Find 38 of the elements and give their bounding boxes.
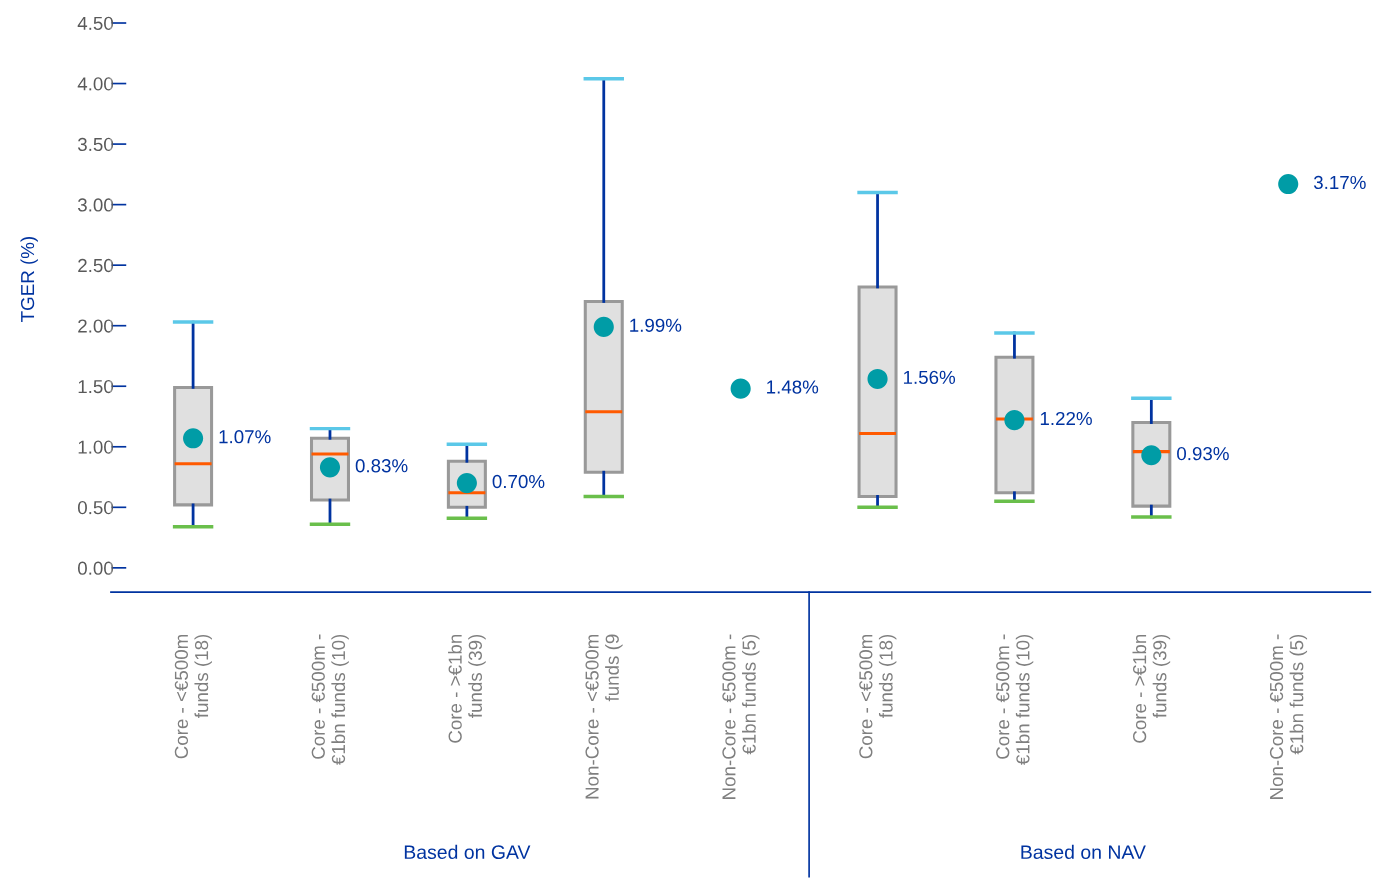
x-tick-label: Core - >€1bn funds (39)	[1132, 634, 1171, 743]
data-label: 1.48%	[767, 380, 819, 394]
y-tick-label: 1.00	[78, 440, 114, 454]
x-tick-label: Core - <€500m funds (18)	[174, 634, 212, 759]
x-tick-label: Core - €500m - €1bn funds (10)	[311, 634, 349, 765]
data-label: 1.07%	[219, 430, 271, 444]
x-tick-label: Core - >€1bn funds (39)	[448, 634, 486, 743]
y-tick-label: 4.50	[77, 16, 114, 30]
x-tick-label: Non-Core - €500m - €1bn funds (5)	[1269, 634, 1308, 799]
data-label: 0.83%	[355, 459, 408, 473]
y-tick-label: 4.00	[77, 77, 114, 91]
data-label: 0.70%	[492, 474, 545, 489]
y-axis-title: TGER (%)	[20, 237, 38, 322]
data-label: 1.99%	[630, 318, 682, 332]
point	[593, 316, 614, 337]
x-tick-label: Non-Core - <€500m funds (9	[585, 634, 623, 799]
y-tick-label: 0.00	[77, 561, 114, 575]
y-tick-label: 2.50	[78, 258, 114, 273]
x-tick-label: Core - €500m - €1bn funds (10)	[996, 634, 1034, 765]
text: Based on NAV	[1021, 844, 1146, 860]
x-tick-label: Non-Core - €500m - €1bn funds (5)	[722, 634, 760, 799]
y-tick-label: 3.50	[77, 137, 114, 152]
data-label: 3.17%	[1313, 175, 1366, 190]
point	[1278, 173, 1299, 195]
point	[183, 428, 204, 449]
x-tick-label: Core - <€500m funds (18)	[859, 634, 897, 759]
data-label: 0.93%	[1177, 447, 1229, 461]
data-label: 1.56%	[903, 370, 956, 385]
y-tick-label: 0.50	[77, 501, 114, 515]
y-tick-label: 3.00	[77, 198, 114, 212]
point	[1141, 445, 1162, 466]
point	[730, 378, 751, 399]
point	[867, 368, 888, 390]
y-tick-label: 2.00	[78, 319, 114, 333]
data-label: 1.22%	[1040, 411, 1092, 426]
y-tick-label: 1.50	[78, 379, 114, 394]
text: Based on GAV	[404, 844, 531, 860]
point	[1004, 410, 1025, 431]
